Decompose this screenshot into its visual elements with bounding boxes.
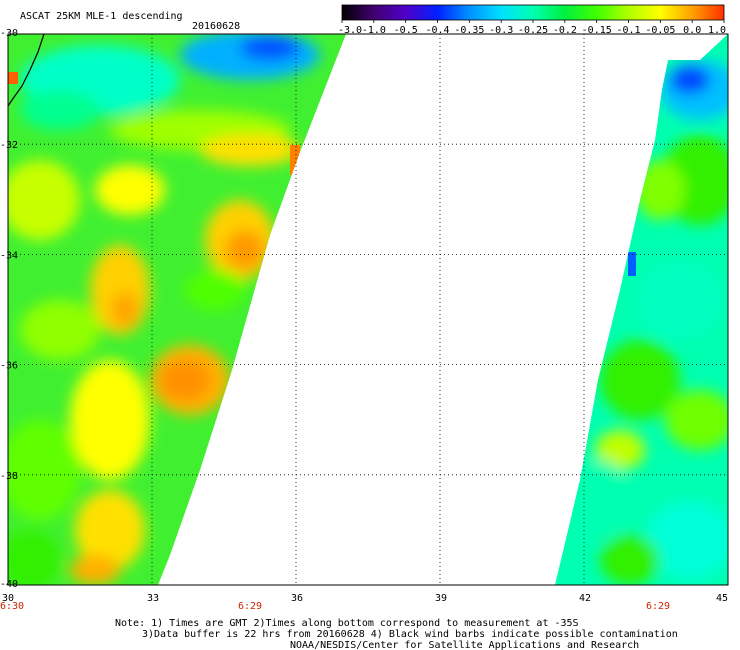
latitude-labels: -30 -32 -34 -36 -38 -40 [0, 28, 18, 590]
lon-label: 39 [435, 593, 447, 604]
colorbar-tick-label: -0.35 [454, 25, 484, 36]
colorbar-gradient [341, 4, 725, 21]
longitude-labels: 30 33 36 39 42 45 [2, 593, 728, 604]
lon-label: 36 [291, 593, 303, 604]
note-line-1: Note: 1) Times are GMT 2)Times along bot… [115, 618, 579, 629]
lat-label: -30 [0, 28, 18, 39]
colorbar-tick-label: -1.0 [362, 25, 386, 36]
lon-label: 30 [2, 593, 14, 604]
colorbar-tick-label: 0.0 [683, 25, 701, 36]
colorbar-tick-label: -0.4 [426, 25, 450, 36]
colorbar-tick-label: -0.1 [617, 25, 641, 36]
lat-label: -36 [0, 361, 18, 372]
colorbar-tick-label: 1.0 [708, 25, 726, 36]
grid-lines [8, 34, 728, 585]
note-line-2: 3)Data buffer is 22 hrs from 20160628 4)… [142, 629, 678, 640]
note-line-3: NOAA/NESDIS/Center for Satellite Applica… [290, 640, 639, 650]
lon-label: 45 [716, 593, 728, 604]
lat-label: -32 [0, 140, 18, 151]
lon-label: 42 [579, 593, 591, 604]
lat-label: -34 [0, 250, 18, 261]
lon-label: 33 [147, 593, 159, 604]
colorbar-tick-label: -3.0 [338, 25, 362, 36]
time-label: 6:29 [238, 601, 262, 612]
lat-label: -38 [0, 471, 18, 482]
colorbar-tick-label: -0.5 [394, 25, 418, 36]
colorbar: -3.0 -1.0 -0.5 -0.4 -0.35 -0.3 -0.25 -0.2 -0.15-… [338, 4, 726, 36]
figure-date: 20160628 [192, 21, 240, 32]
time-label: 6:29 [646, 601, 670, 612]
colorbar-tick-label: -0.2 [553, 25, 577, 36]
colorbar-tick-label: -0.25 [518, 25, 548, 36]
time-label: 6:30 [0, 601, 24, 612]
colorbar-tick-label: -0.3 [489, 25, 513, 36]
colorbar-tick-label: -0.05 [645, 25, 675, 36]
coastline [7, 33, 45, 107]
time-labels: 6:30 6:29 6:29 [0, 601, 670, 612]
lat-label: -40 [0, 579, 18, 590]
figure-title: ASCAT 25KM MLE-1 descending [20, 11, 183, 22]
map-area [7, 33, 729, 586]
colorbar-tick-label: -0.15 [582, 25, 612, 36]
